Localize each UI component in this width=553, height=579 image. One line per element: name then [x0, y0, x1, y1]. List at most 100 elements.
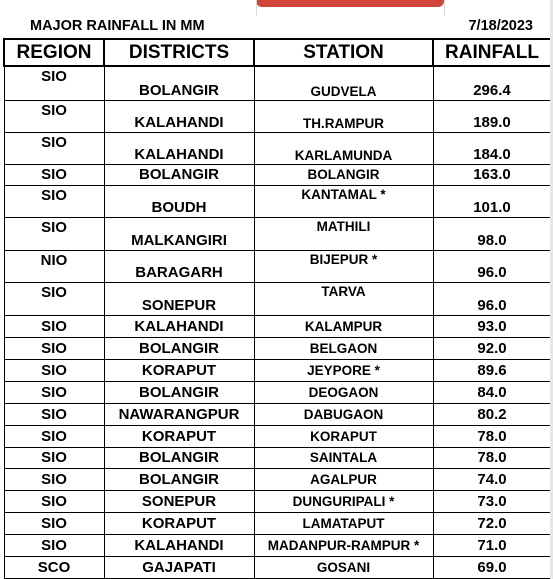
district-cell: BARAGARH: [103, 249, 255, 283]
station-cell: JEYPORE *: [253, 358, 434, 382]
rainfall-cell: 71.0: [432, 533, 552, 557]
rainfall-cell: 78.0: [432, 446, 552, 469]
table-row: SIO BOLANGIR BOLANGIR 163.0: [3, 163, 552, 186]
district-cell: SONEPUR: [103, 489, 255, 513]
region-cell: SIO: [3, 402, 105, 426]
table-row: SIO BOLANGIR DEOGAON 84.0: [3, 380, 552, 404]
grid-line: [256, 0, 257, 16]
table-row: SIO KORAPUT JEYPORE * 89.6: [3, 358, 552, 382]
station-cell: TARVA: [253, 281, 434, 316]
district-cell: KORAPUT: [103, 511, 255, 535]
header-districts: DISTRICTS: [103, 38, 255, 67]
title-row: MAJOR RAINFALL IN MM 7/18/2023: [0, 14, 553, 38]
region-cell: SIO: [3, 216, 105, 251]
station-cell: KARLAMUNDA: [253, 131, 434, 165]
rainfall-cell: 163.0: [432, 163, 552, 186]
station-cell: DEOGAON: [253, 380, 434, 404]
district-cell: KALAHANDI: [103, 314, 255, 338]
rainfall-cell: 73.0: [432, 489, 552, 513]
table-row: SIO KALAHANDI TH.RAMPUR 189.0: [3, 99, 552, 133]
rainfall-cell: 184.0: [432, 131, 552, 165]
district-cell: NAWARANGPUR: [103, 402, 255, 426]
station-cell: DABUGAON: [253, 402, 434, 426]
region-cell: SIO: [3, 446, 105, 469]
station-cell: MADANPUR-RAMPUR *: [253, 533, 434, 557]
station-cell: KORAPUT: [253, 424, 434, 448]
station-cell: BELGAON: [253, 336, 434, 360]
district-cell: GAJAPATI: [103, 555, 255, 579]
region-cell: SIO: [3, 489, 105, 513]
district-cell: BOLANGIR: [103, 467, 255, 491]
station-cell: AGALPUR: [253, 467, 434, 491]
region-cell: SIO: [3, 467, 105, 491]
region-cell: SIO: [3, 131, 105, 165]
header-station: STATION: [253, 38, 434, 67]
table-row: SIO KALAHANDI MADANPUR-RAMPUR * 71.0: [3, 533, 552, 557]
region-cell: SIO: [3, 336, 105, 360]
table-body: SIO BOLANGIR GUDVELA 296.4 SIO KALAHANDI TH.RA…: [3, 65, 552, 579]
station-cell: KALAMPUR: [253, 314, 434, 338]
top-red-bar: [256, 0, 444, 7]
rainfall-cell: 84.0: [432, 380, 552, 404]
rainfall-cell: 78.0: [432, 424, 552, 448]
table-row: SIO BOLANGIR SAINTALA 78.0: [3, 446, 552, 469]
district-cell: KALAHANDI: [103, 131, 255, 165]
district-cell: BOLANGIR: [103, 65, 255, 101]
table-row: SIO NAWARANGPUR DABUGAON 80.2: [3, 402, 552, 426]
region-cell: SIO: [3, 184, 105, 218]
station-cell: KANTAMAL *: [253, 184, 434, 218]
region-cell: SIO: [3, 424, 105, 448]
table-row: SIO BOLANGIR AGALPUR 74.0: [3, 467, 552, 491]
district-cell: BOUDH: [103, 184, 255, 218]
header-region: REGION: [3, 38, 105, 67]
region-cell: SIO: [3, 314, 105, 338]
district-cell: KALAHANDI: [103, 99, 255, 133]
district-cell: BOLANGIR: [103, 380, 255, 404]
region-cell: SIO: [3, 533, 105, 557]
region-cell: SIO: [3, 163, 105, 186]
region-cell: SIO: [3, 99, 105, 133]
rainfall-cell: 96.0: [432, 249, 552, 283]
rainfall-cell: 69.0: [432, 555, 552, 579]
station-cell: TH.RAMPUR: [253, 99, 434, 133]
table-row: SIO SONEPUR DUNGURIPALI * 73.0: [3, 489, 552, 513]
district-cell: BOLANGIR: [103, 446, 255, 469]
report-date: 7/18/2023: [468, 18, 533, 34]
rainfall-cell: 101.0: [432, 184, 552, 218]
table-row: SIO SONEPUR TARVA 96.0: [3, 281, 552, 316]
table-row: SCO GAJAPATI GOSANI 69.0: [3, 555, 552, 579]
table-row: SIO MALKANGIRI MATHILI 98.0: [3, 216, 552, 251]
district-cell: KALAHANDI: [103, 533, 255, 557]
rainfall-cell: 89.6: [432, 358, 552, 382]
report-title: MAJOR RAINFALL IN MM: [30, 18, 205, 34]
station-cell: BOLANGIR: [253, 163, 434, 186]
station-cell: MATHILI: [253, 216, 434, 251]
table-row: SIO KALAHANDI KALAMPUR 93.0: [3, 314, 552, 338]
table-row: SIO KORAPUT LAMATAPUT 72.0: [3, 511, 552, 535]
region-cell: NIO: [3, 249, 105, 283]
district-cell: BOLANGIR: [103, 336, 255, 360]
rainfall-cell: 93.0: [432, 314, 552, 338]
region-cell: SIO: [3, 65, 105, 101]
grid-line: [444, 0, 445, 16]
district-cell: SONEPUR: [103, 281, 255, 316]
district-cell: KORAPUT: [103, 424, 255, 448]
station-cell: SAINTALA: [253, 446, 434, 469]
rainfall-cell: 74.0: [432, 467, 552, 491]
rainfall-cell: 96.0: [432, 281, 552, 316]
station-cell: DUNGURIPALI *: [253, 489, 434, 513]
rainfall-cell: 72.0: [432, 511, 552, 535]
rainfall-cell: 189.0: [432, 99, 552, 133]
rainfall-cell: 80.2: [432, 402, 552, 426]
region-cell: SCO: [3, 555, 105, 579]
region-cell: SIO: [3, 281, 105, 316]
rainfall-cell: 296.4: [432, 65, 552, 101]
sheet-edge: [550, 0, 553, 579]
table-row: NIO BARAGARH BIJEPUR * 96.0: [3, 249, 552, 283]
district-cell: MALKANGIRI: [103, 216, 255, 251]
rainfall-cell: 92.0: [432, 336, 552, 360]
region-cell: SIO: [3, 380, 105, 404]
rainfall-table: REGION DISTRICTS STATION RAINFALL SIO BOL…: [3, 38, 552, 579]
table-row: SIO BOUDH KANTAMAL * 101.0: [3, 184, 552, 218]
